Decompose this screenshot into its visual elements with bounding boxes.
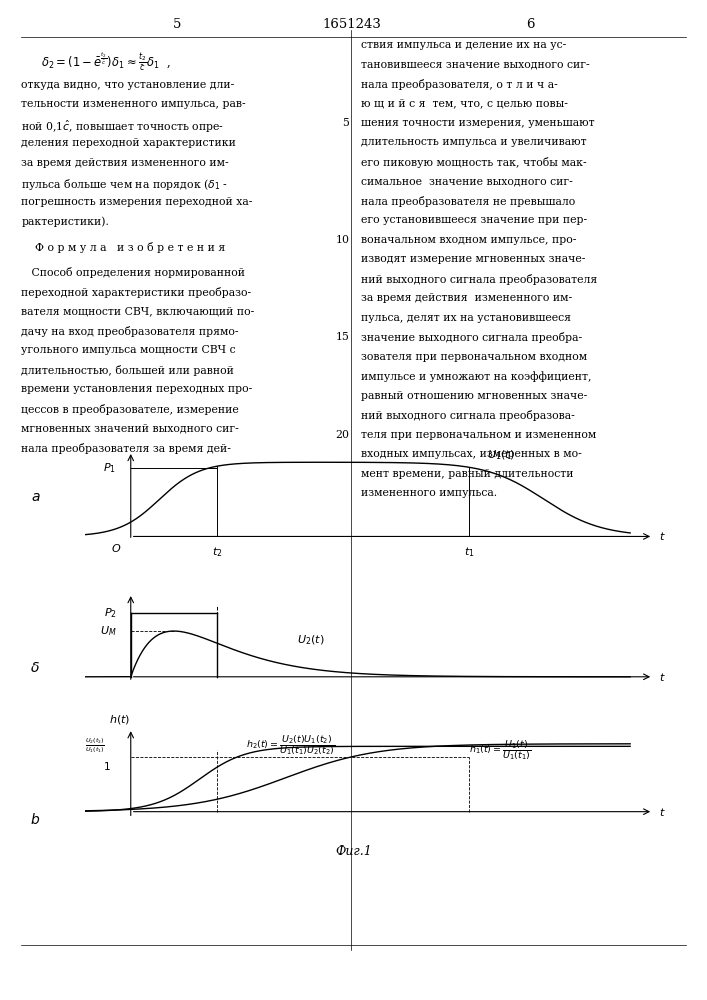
Text: $U_1(t)$: $U_1(t)$ (486, 448, 514, 462)
Text: ний выходного сигнала преобразователя: ний выходного сигнала преобразователя (361, 274, 597, 285)
Text: $U_2(t)$: $U_2(t)$ (297, 634, 325, 647)
Text: воначальном входном импульсе, про-: воначальном входном импульсе, про- (361, 235, 576, 245)
Text: измененного импульса.: измененного импульса. (361, 488, 497, 498)
Text: длительностью, большей или равной: длительностью, большей или равной (21, 365, 234, 376)
Text: тельности измененного импульса, рав-: тельности измененного импульса, рав- (21, 99, 246, 109)
Text: пульса больше чем на порядок ($\delta_1$ -: пульса больше чем на порядок ($\delta_1$… (21, 177, 228, 192)
Text: дачу на вход преобразователя прямо-: дачу на вход преобразователя прямо- (21, 326, 239, 337)
Text: $t_2$: $t_2$ (211, 545, 222, 559)
Text: 10: 10 (335, 235, 349, 245)
Text: рактеристики).: рактеристики). (21, 216, 109, 227)
Text: изводят измерение мгновенных значе-: изводят измерение мгновенных значе- (361, 254, 585, 264)
Text: $\delta$: $\delta$ (30, 661, 40, 675)
Text: $\frac{U_2(t_2)}{U_1(t_1)}$: $\frac{U_2(t_2)}{U_1(t_1)}$ (85, 736, 105, 755)
Text: вателя мощности СВЧ, включающий по-: вателя мощности СВЧ, включающий по- (21, 306, 255, 316)
Text: длительность импульса и увеличивают: длительность импульса и увеличивают (361, 137, 586, 147)
Text: ю щ и й с я  тем, что, с целью повы-: ю щ и й с я тем, что, с целью повы- (361, 98, 568, 108)
Text: его установившееся значение при пер-: его установившееся значение при пер- (361, 215, 587, 225)
Text: равный отношению мгновенных значе-: равный отношению мгновенных значе- (361, 391, 587, 401)
Text: цессов в преобразователе, измерение: цессов в преобразователе, измерение (21, 404, 239, 415)
Text: ний выходного сигнала преобразова-: ний выходного сигнала преобразова- (361, 410, 574, 421)
Text: $h_1(t){=}\dfrac{U_1(t)}{U_1(t_1)}$: $h_1(t){=}\dfrac{U_1(t)}{U_1(t_1)}$ (469, 738, 532, 762)
Text: пульса, делят их на установившееся: пульса, делят их на установившееся (361, 313, 571, 323)
Text: $1$: $1$ (103, 760, 111, 772)
Text: мент времени, равный длительности: мент времени, равный длительности (361, 469, 573, 479)
Text: за время действия измененного им-: за время действия измененного им- (21, 158, 229, 168)
Text: нала преобразователя за время дей-: нала преобразователя за время дей- (21, 443, 231, 454)
Text: мгновенных значений выходного сиг-: мгновенных значений выходного сиг- (21, 423, 239, 433)
Text: деления переходной характеристики: деления переходной характеристики (21, 138, 236, 148)
Text: времени установления переходных про-: времени установления переходных про- (21, 384, 252, 394)
Text: $U_M$: $U_M$ (100, 624, 117, 638)
Text: входных импульсах, измеренных в мо-: входных импульсах, измеренных в мо- (361, 449, 581, 459)
Text: тановившееся значение выходного сиг-: тановившееся значение выходного сиг- (361, 60, 589, 70)
Text: ной 0,1$\hat{c}$, повышает точность опре-: ной 0,1$\hat{c}$, повышает точность опре… (21, 119, 224, 135)
Text: $t_1$: $t_1$ (464, 545, 474, 559)
Text: откуда видно, что установление дли-: откуда видно, что установление дли- (21, 80, 235, 90)
Text: 6: 6 (526, 18, 534, 31)
Text: нала преобразователя не превышало: нала преобразователя не превышало (361, 196, 575, 207)
Text: $a$: $a$ (30, 490, 40, 504)
Text: импульсе и умножают на коэффициент,: импульсе и умножают на коэффициент, (361, 371, 591, 382)
Text: 1651243: 1651243 (322, 18, 381, 31)
Text: переходной характеристики преобразо-: переходной характеристики преобразо- (21, 287, 251, 298)
Text: 20: 20 (335, 430, 349, 440)
Text: $h(t)$: $h(t)$ (109, 713, 130, 726)
Text: ствия импульса и деление их на ус-: ствия импульса и деление их на ус- (361, 40, 566, 50)
Text: $P_1$: $P_1$ (103, 461, 117, 475)
Text: значение выходного сигнала преобра-: значение выходного сигнала преобра- (361, 332, 582, 343)
Text: $h_2(t){=}\dfrac{U_2(t)U_1(t_2)}{U_1(t_1)U_2(t_2)}$: $h_2(t){=}\dfrac{U_2(t)U_1(t_2)}{U_1(t_1… (245, 733, 335, 757)
Text: $\delta_2 = (1 - \bar{e}^{\frac{t_2}{\bar{c}}}) \delta_1 \approx \frac{t_2}{\bar: $\delta_2 = (1 - \bar{e}^{\frac{t_2}{\ba… (41, 50, 171, 73)
Text: $O$: $O$ (111, 542, 122, 554)
Text: $t$: $t$ (659, 530, 665, 542)
Text: 5: 5 (173, 18, 181, 31)
Text: Способ определения нормированной: Способ определения нормированной (21, 267, 245, 278)
Text: за время действия  измененного им-: за время действия измененного им- (361, 293, 572, 303)
Text: погрешность измерения переходной ха-: погрешность измерения переходной ха- (21, 197, 252, 207)
Text: Фиг.1: Фиг.1 (335, 845, 372, 858)
Text: 5: 5 (342, 118, 349, 128)
Text: $t$: $t$ (659, 671, 665, 683)
Text: шения точности измерения, уменьшают: шения точности измерения, уменьшают (361, 118, 594, 128)
Text: угольного импульса мощности СВЧ с: угольного импульса мощности СВЧ с (21, 345, 236, 355)
Text: Ф о р м у л а   и з о б р е т е н и я: Ф о р м у л а и з о б р е т е н и я (35, 242, 226, 253)
Text: его пиковую мощность так, чтобы мак-: его пиковую мощность так, чтобы мак- (361, 157, 586, 168)
Text: $b$: $b$ (30, 812, 40, 827)
Text: теля при первоначальном и измененном: теля при первоначальном и измененном (361, 430, 596, 440)
Text: $P_2$: $P_2$ (103, 607, 117, 620)
Text: $t$: $t$ (659, 806, 665, 818)
Text: 15: 15 (335, 332, 349, 342)
Text: симальное  значение выходного сиг-: симальное значение выходного сиг- (361, 176, 573, 186)
Text: нала преобразователя, о т л и ч а-: нала преобразователя, о т л и ч а- (361, 79, 557, 90)
Text: зователя при первоначальном входном: зователя при первоначальном входном (361, 352, 587, 362)
